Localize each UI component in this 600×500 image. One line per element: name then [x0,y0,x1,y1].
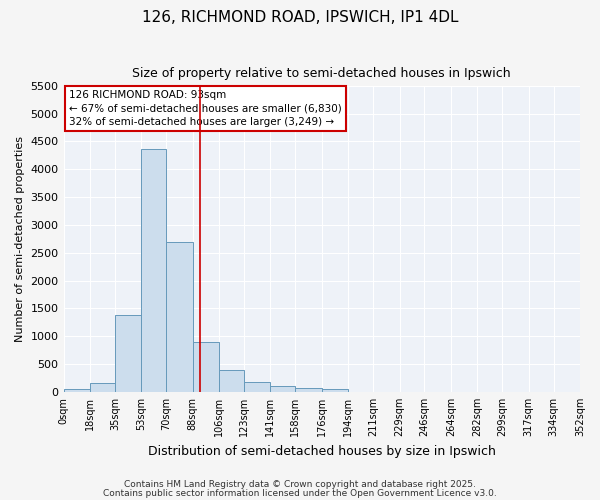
Bar [64,389,90,392]
Bar [295,388,322,392]
Bar [193,342,219,392]
Text: 126 RICHMOND ROAD: 93sqm
← 67% of semi-detached houses are smaller (6,830)
32% o: 126 RICHMOND ROAD: 93sqm ← 67% of semi-d… [69,90,341,127]
Text: Contains public sector information licensed under the Open Government Licence v3: Contains public sector information licen… [103,488,497,498]
Bar [142,148,166,392]
Y-axis label: Number of semi-detached properties: Number of semi-detached properties [15,136,25,342]
Title: Size of property relative to semi-detached houses in Ipswich: Size of property relative to semi-detach… [133,68,511,80]
Text: 126, RICHMOND ROAD, IPSWICH, IP1 4DL: 126, RICHMOND ROAD, IPSWICH, IP1 4DL [142,10,458,25]
Bar [244,382,271,392]
Text: Contains HM Land Registry data © Crown copyright and database right 2025.: Contains HM Land Registry data © Crown c… [124,480,476,489]
Bar [322,389,348,392]
Bar [219,370,244,392]
Bar [115,314,142,392]
Bar [271,386,295,392]
Bar [90,383,115,392]
Bar [166,242,193,392]
X-axis label: Distribution of semi-detached houses by size in Ipswich: Distribution of semi-detached houses by … [148,444,496,458]
